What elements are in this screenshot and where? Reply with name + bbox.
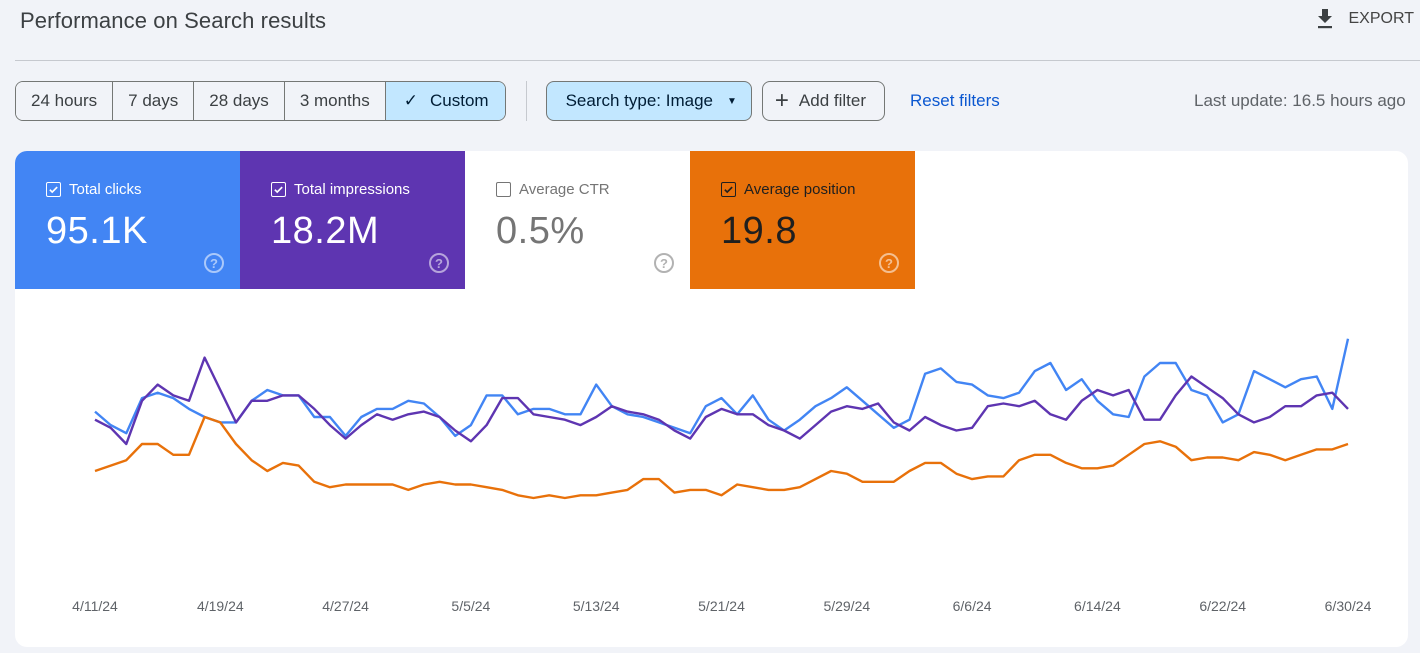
performance-line-chart[interactable]: [15, 289, 1408, 647]
x-tick-label: 6/14/24: [1074, 598, 1121, 614]
date-range-24-hours[interactable]: 24 hours: [16, 82, 114, 120]
page-title: Performance on Search results: [20, 8, 327, 33]
checkbox-checked-icon[interactable]: [46, 182, 61, 197]
date-range-label: Custom: [430, 91, 489, 110]
metric-label: Average CTR: [519, 181, 610, 198]
checkbox-checked-icon[interactable]: [271, 182, 286, 197]
date-range-label: 28 days: [209, 91, 269, 110]
add-filter-button[interactable]: + Add filter: [761, 81, 886, 121]
x-tick-label: 4/11/24: [72, 598, 118, 614]
x-tick-label: 5/5/24: [451, 598, 491, 614]
last-update-text: Last update: 16.5 hours ago: [1194, 91, 1406, 110]
x-tick-label: 4/27/24: [322, 598, 369, 614]
date-range-28-days[interactable]: 28 days: [194, 82, 285, 120]
checkbox-checked-icon[interactable]: [721, 182, 736, 197]
help-icon[interactable]: ?: [204, 253, 224, 273]
search-type-label: Search type: Image: [565, 91, 713, 110]
reset-filters-link[interactable]: Reset filters: [910, 91, 1000, 110]
x-tick-label: 6/6/24: [952, 598, 992, 614]
help-icon[interactable]: ?: [879, 253, 899, 273]
date-range-label: 3 months: [299, 91, 370, 110]
x-tick-label: 4/19/24: [196, 598, 244, 614]
date-range-7-days[interactable]: 7 days: [113, 82, 195, 120]
x-axis-ticks: 4/11/24 4/19/24 4/27/24 5/5/24 5/13/24 5/21/2…: [15, 598, 1408, 618]
check-icon: ✓: [403, 91, 418, 110]
metric-label: Total impressions: [294, 181, 410, 198]
metric-average-ctr[interactable]: Average CTR 0.5% ?: [465, 151, 690, 289]
series-line-average-position: [94, 415, 1349, 500]
x-tick-label: 6/22/24: [1199, 598, 1247, 614]
toolbar-separator: [525, 81, 527, 121]
x-tick-label: 6/30/24: [1324, 598, 1372, 614]
export-button[interactable]: EXPORT: [1315, 8, 1415, 30]
metric-value: 18.2M: [271, 210, 380, 252]
metric-total-impressions[interactable]: Total impressions 18.2M ?: [240, 151, 465, 289]
metric-label: Average position: [744, 181, 856, 198]
help-icon[interactable]: ?: [654, 253, 674, 273]
metric-value: 19.8: [721, 210, 797, 252]
metric-cards: Total clicks 95.1K ? Total impressions 1…: [15, 151, 1408, 289]
filter-toolbar: 24 hours 7 days 28 days 3 months ✓ Custom…: [15, 81, 1420, 121]
chart-plot-area: [94, 338, 1350, 500]
metric-value: 0.5%: [496, 210, 585, 252]
series-line-total-clicks: [94, 338, 1350, 438]
date-range-3-months[interactable]: 3 months: [284, 82, 386, 120]
date-range-label: 24 hours: [31, 91, 98, 110]
metric-label: Total clicks: [69, 181, 142, 198]
date-range-custom[interactable]: ✓ Custom: [385, 82, 505, 120]
metric-value: 95.1K: [46, 210, 148, 252]
x-tick-label: 5/13/24: [572, 598, 620, 614]
x-tick-label: 5/29/24: [823, 598, 871, 614]
date-range-label: 7 days: [128, 91, 179, 110]
add-filter-label: Add filter: [798, 91, 867, 110]
export-label: EXPORT: [1348, 10, 1415, 27]
x-tick-label: 5/21/24: [698, 598, 745, 614]
header-divider: [15, 60, 1420, 61]
metric-average-position[interactable]: Average position 19.8 ?: [690, 151, 915, 289]
plus-icon: +: [774, 87, 789, 114]
checkbox-unchecked-icon[interactable]: [496, 182, 511, 197]
search-type-filter[interactable]: Search type: Image ▼: [545, 81, 752, 121]
series-line-total-impressions: [94, 356, 1349, 446]
performance-card: Total clicks 95.1K ? Total impressions 1…: [15, 151, 1408, 647]
download-icon: [1317, 9, 1332, 29]
help-icon[interactable]: ?: [429, 253, 449, 273]
caret-down-icon: ▼: [727, 95, 737, 107]
metric-total-clicks[interactable]: Total clicks 95.1K ?: [15, 151, 240, 289]
date-range-selector: 24 hours 7 days 28 days 3 months ✓ Custom: [15, 81, 506, 121]
